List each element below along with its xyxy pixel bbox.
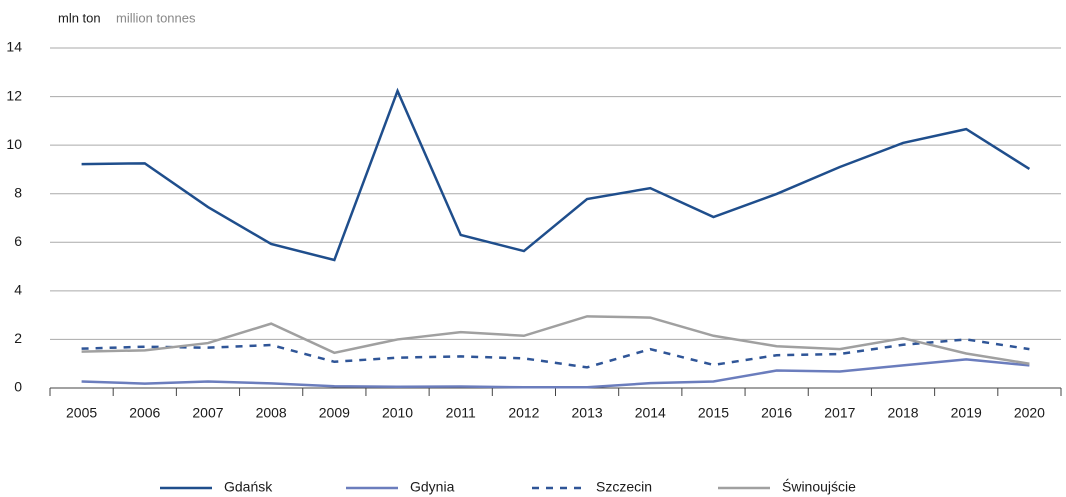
series-line [81,358,1030,389]
x-tick-label: 2017 [824,405,855,421]
x-tick-label: 2018 [887,405,918,421]
x-tick-label: 2014 [635,405,666,421]
x-tick-label: 2006 [129,405,160,421]
series-line [81,315,1030,365]
x-tick-label: 2013 [572,405,603,421]
x-tick-label: 2020 [1014,405,1045,421]
y-axis-title: mln ton [58,10,101,25]
series-line [81,87,1031,262]
y-tick-label: 12 [6,87,22,103]
legend-label: Gdańsk [224,479,273,495]
x-tick-label: 2011 [446,405,476,421]
y-tick-label: 14 [6,39,22,55]
x-tick-label: 2019 [951,405,982,421]
x-tick-label: 2005 [66,405,97,421]
y-tick-label: 8 [14,184,22,200]
y-tick-label: 4 [14,282,22,298]
x-tick-label: 2012 [508,405,539,421]
y-tick-label: 0 [14,379,22,395]
x-tick-label: 2015 [698,405,729,421]
y-tick-label: 2 [14,330,22,346]
x-tick-label: 2010 [382,405,413,421]
legend-label: Świnoujście [782,478,856,495]
legend-label: Szczecin [596,479,652,495]
x-tick-label: 2008 [256,405,287,421]
y-tick-label: 10 [6,136,22,152]
y-axis-title-en: million tonnes [116,10,196,25]
legend-label: Gdynia [410,479,455,495]
x-tick-label: 2016 [761,405,792,421]
x-tick-label: 2007 [192,405,223,421]
x-tick-label: 2009 [319,405,350,421]
y-tick-label: 6 [14,233,22,249]
series-line [81,338,1030,369]
